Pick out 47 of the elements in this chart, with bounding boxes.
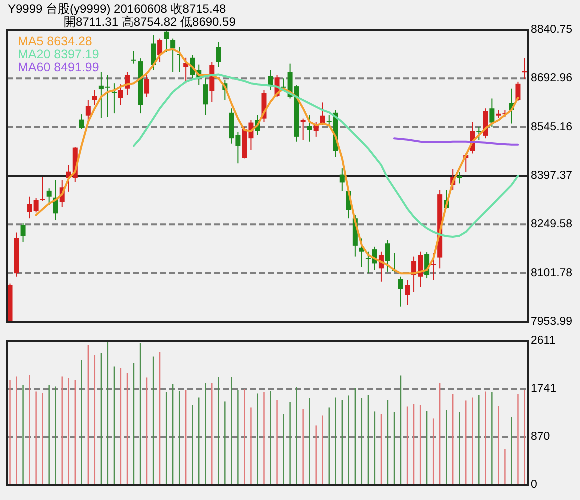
y-tick-label: 1741 [531,383,557,396]
chart-title: Y9999 台股(y9999) 20160608 收8715.48 [8,2,226,16]
candlestick [40,176,46,202]
y-tick-label: 8545.16 [531,121,573,134]
candlestick [131,50,136,64]
candlestick [300,118,306,141]
candlestick [320,102,326,126]
candlestick [516,81,521,102]
candlestick [158,38,163,63]
y-tick-label: 8101.78 [531,267,573,280]
candlestick [118,84,124,106]
y-tick-label: 2611 [531,335,556,348]
candlestick [86,100,91,123]
text: MA5 8634.28 [18,34,92,48]
candlestick [151,35,156,71]
candlestick [457,172,462,184]
y-tick-label: 7953.99 [531,316,573,328]
candlestick [164,30,170,52]
chart-subtitle: 開8711.31 高8754.82 低8690.59 [64,15,236,29]
candlestick [522,58,528,80]
y-tick-label: 8397.37 [531,170,573,182]
candlestick [405,280,410,306]
candlestick [170,38,176,73]
text: MA20 8397.19 [18,47,100,62]
candlestick [216,42,222,68]
y-tick-label: 0 [531,479,538,492]
candlestick [112,83,117,114]
candlestick [46,188,52,206]
candlestick [490,98,495,128]
candlestick [144,74,150,98]
candlestick [307,115,312,142]
y-tick-label: 870 [531,431,550,444]
candlestick [431,253,436,281]
candlestick [476,126,482,141]
candlestick [398,276,404,308]
candlestick [203,78,208,116]
y-tick-label: 8249.58 [531,218,573,231]
candlestick [20,223,26,242]
candlestick [340,168,345,192]
candlestick [79,114,84,130]
candlestick [92,90,98,106]
y-tick-label: 8692.96 [531,72,573,85]
candlestick [314,122,319,138]
candlestick [385,240,390,272]
candlestick [268,70,274,92]
y-tick-label: 8840.75 [531,24,573,36]
text: MA60 8491.99 [18,60,100,74]
